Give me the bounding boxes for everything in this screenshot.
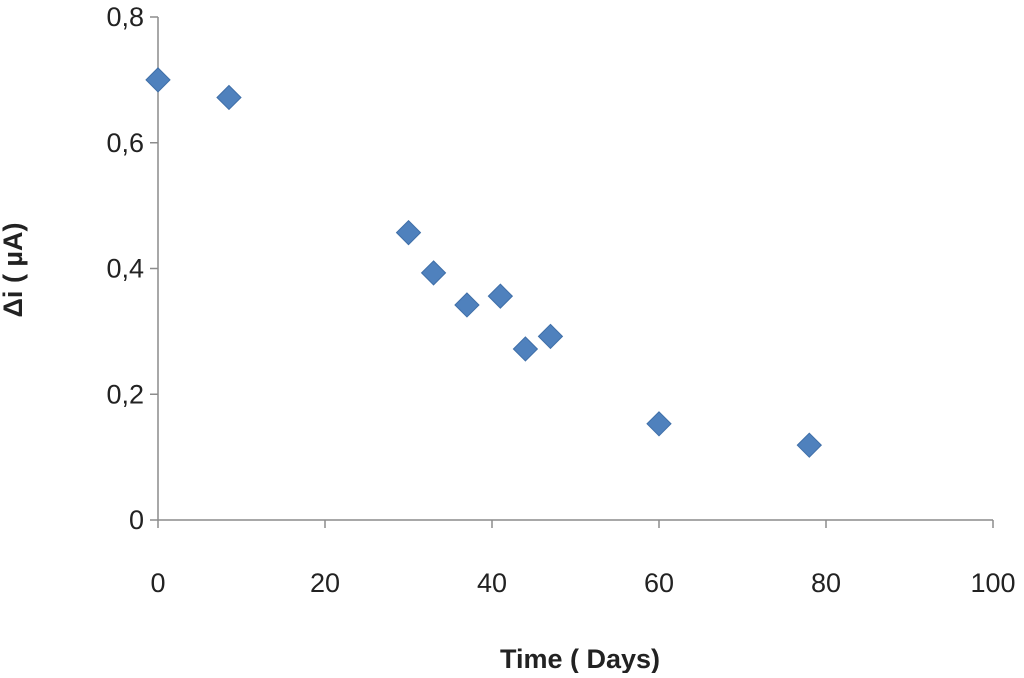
x-axis-title: Time ( Days) bbox=[500, 644, 660, 673]
tick-labels: 0 0,2 0,4 0,6 0,8 0 20 40 60 80 100 bbox=[106, 2, 1015, 598]
x-tick-label: 20 bbox=[310, 568, 340, 598]
data-point bbox=[145, 67, 171, 93]
y-tick-label: 0,4 bbox=[106, 254, 144, 284]
y-tick-label: 0,2 bbox=[106, 379, 144, 409]
x-tick-label: 60 bbox=[644, 568, 674, 598]
data-point bbox=[512, 336, 539, 362]
x-tick-label: 40 bbox=[477, 568, 507, 598]
data-point bbox=[216, 84, 242, 111]
data-point bbox=[537, 323, 564, 350]
y-tick-label: 0,6 bbox=[106, 128, 144, 158]
data-point bbox=[420, 260, 447, 286]
data-point bbox=[796, 432, 823, 458]
x-tick-label: 0 bbox=[150, 568, 165, 598]
data-point bbox=[395, 219, 422, 246]
y-tick-label: 0 bbox=[129, 505, 144, 535]
data-point bbox=[646, 411, 672, 437]
y-axis-title: Δi ( µA) bbox=[0, 223, 28, 318]
data-point bbox=[454, 292, 480, 318]
data-point bbox=[487, 283, 514, 309]
x-tick-label: 80 bbox=[811, 568, 841, 598]
axes bbox=[150, 16, 994, 528]
y-tick-label: 0,8 bbox=[106, 2, 144, 32]
x-tick-label: 100 bbox=[970, 568, 1015, 598]
data-points bbox=[145, 67, 823, 458]
